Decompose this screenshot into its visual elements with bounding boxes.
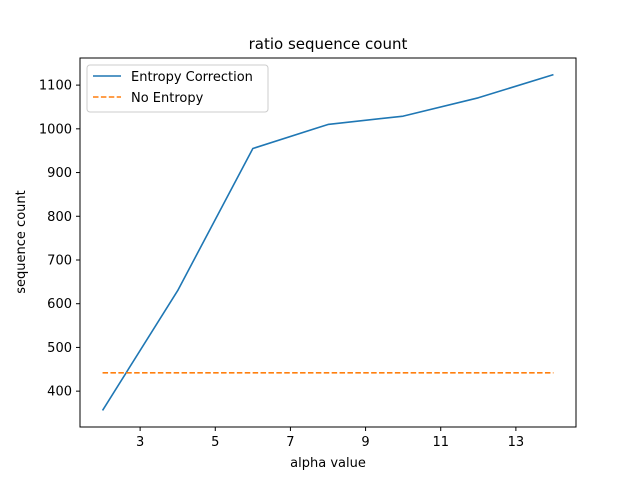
y-axis-label: sequence count <box>14 190 29 293</box>
series-line-entropy-correction <box>101 73 554 411</box>
legend-label-no-entropy: No Entropy <box>131 91 204 106</box>
x-axis-label: alpha value <box>290 456 366 471</box>
y-axis-ticks: 400 500 600 700 800 900 1000 1100 <box>39 79 80 400</box>
legend: Entropy Correction No Entropy <box>86 64 269 113</box>
x-tick-label: 3 <box>136 435 144 450</box>
x-tick-label: 9 <box>361 435 369 450</box>
y-tick-label: 400 <box>47 385 72 400</box>
y-tick-label: 800 <box>47 210 72 225</box>
chart-title: ratio sequence count <box>249 35 408 53</box>
plot-area <box>101 73 554 411</box>
x-axis-ticks: 3 5 7 9 11 13 <box>136 427 524 450</box>
x-tick-label: 13 <box>508 435 525 450</box>
x-tick-label: 11 <box>432 435 449 450</box>
legend-box <box>86 64 269 113</box>
axes-frame <box>79 57 577 428</box>
x-tick-label: 7 <box>286 435 294 450</box>
y-tick-label: 600 <box>47 297 72 312</box>
x-tick-label: 5 <box>211 435 219 450</box>
y-tick-label: 700 <box>47 253 72 268</box>
y-tick-label: 1000 <box>39 122 72 137</box>
y-tick-label: 500 <box>47 341 72 356</box>
y-tick-label: 1100 <box>39 79 72 94</box>
y-tick-label: 900 <box>47 166 72 181</box>
legend-label-entropy-correction: Entropy Correction <box>131 70 253 85</box>
